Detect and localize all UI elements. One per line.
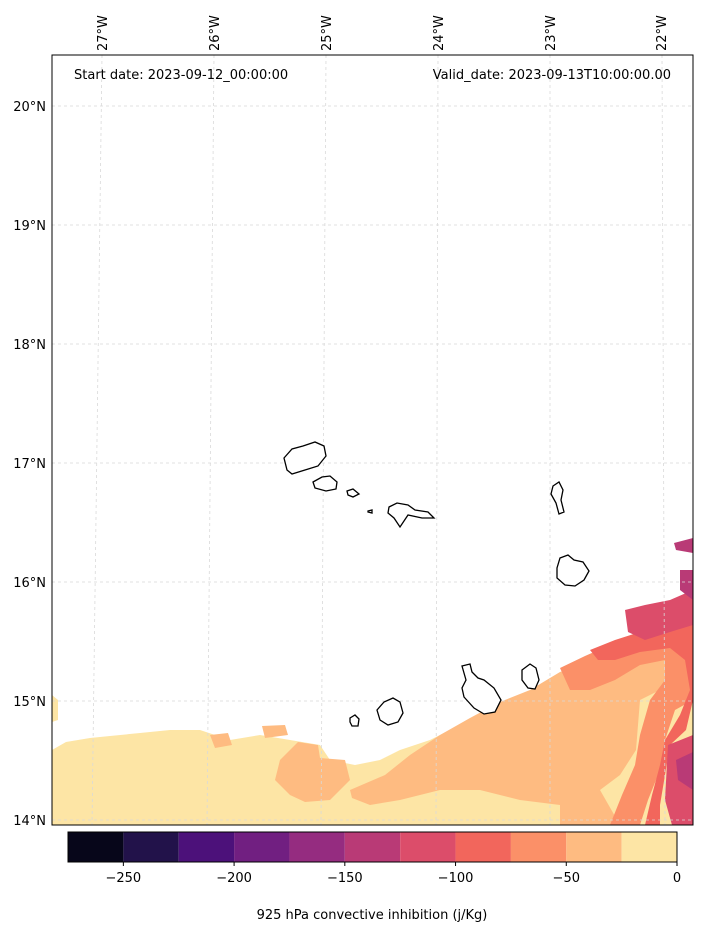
island-sao-vicente (312, 475, 338, 492)
latitude-labels: 20°N 19°N 18°N 17°N 16°N 15°N 14°N (13, 100, 46, 829)
lat-label-16n: 16°N (13, 576, 46, 591)
colorbar-swatch (234, 832, 290, 862)
meridian-27w (91, 55, 103, 825)
colorbar-swatch (455, 832, 511, 862)
meridian-25w (320, 55, 327, 825)
colorbar: −250 −200 −150 −100 −50 0 925 hPa convective … (67, 831, 681, 923)
island-santiago (461, 663, 502, 715)
contour-band-50-75 (560, 610, 693, 825)
lat-label-15n: 15°N (13, 695, 46, 710)
colorbar-swatch (289, 832, 345, 862)
colorbar-ticks: −250 −200 −150 −100 −50 0 (106, 862, 681, 886)
colorbar-swatches (68, 832, 677, 862)
contour-band-100-125 (625, 590, 693, 825)
island-maio (521, 663, 540, 690)
island-brava (349, 714, 360, 727)
cin-filled-contours (52, 538, 693, 825)
colorbar-swatch (68, 832, 124, 862)
island-santo-antao (283, 441, 327, 475)
colorbar-swatch (123, 832, 179, 862)
colorbar-swatch (510, 832, 567, 862)
graticule (52, 55, 693, 825)
contour-band-75-100 (590, 612, 693, 825)
island-boa-vista (556, 554, 590, 587)
colorbar-frame (67, 831, 678, 863)
colorbar-swatch (400, 832, 456, 862)
lon-label-25w: 25°W (320, 15, 335, 51)
lon-label-24w: 24°W (432, 15, 447, 51)
meridian-22w (661, 55, 666, 825)
meridian-26w (206, 55, 215, 825)
lat-label-17n: 17°N (13, 457, 46, 472)
colorbar-tick-label: −100 (438, 871, 474, 886)
island-sao-nicolau (387, 502, 436, 529)
contour-band-125-150 (674, 538, 693, 790)
island-fogo (376, 697, 404, 726)
colorbar-tick-label: −50 (553, 871, 580, 886)
coastlines (283, 441, 590, 727)
lat-label-18n: 18°N (13, 338, 46, 353)
longitude-labels: 27°W 26°W 25°W 24°W 23°W 22°W (96, 15, 670, 51)
island-santa-luzia (346, 488, 361, 498)
colorbar-tick-label: −250 (106, 871, 142, 886)
colorbar-tick-label: −150 (327, 871, 363, 886)
start-date-label: Start date: 2023-09-12_00:00:00 (74, 68, 288, 83)
colorbar-tick-label: −200 (216, 871, 252, 886)
island-raso (367, 509, 373, 514)
meridian-24w (435, 55, 439, 825)
lon-label-22w: 22°W (655, 15, 670, 51)
colorbar-swatch (344, 832, 401, 862)
lon-label-23w: 23°W (544, 15, 559, 51)
colorbar-tick-label: 0 (673, 871, 681, 886)
lat-label-14n: 14°N (13, 814, 46, 829)
map-frame (51, 54, 694, 826)
colorbar-swatch (621, 832, 677, 862)
island-sal (550, 481, 565, 515)
contour-band-25-50 (210, 615, 693, 825)
map-panel (51, 54, 694, 826)
lat-label-19n: 19°N (13, 219, 46, 234)
colorbar-swatch (178, 832, 235, 862)
valid-date-label: Valid_date: 2023-09-13T10:00:00.00 (433, 68, 671, 83)
colorbar-swatch (566, 832, 622, 862)
colorbar-title: 925 hPa convective inhibition (j/Kg) (257, 908, 488, 923)
lat-label-20n: 20°N (13, 100, 46, 115)
lon-label-27w: 27°W (96, 15, 111, 51)
lon-label-26w: 26°W (208, 15, 223, 51)
